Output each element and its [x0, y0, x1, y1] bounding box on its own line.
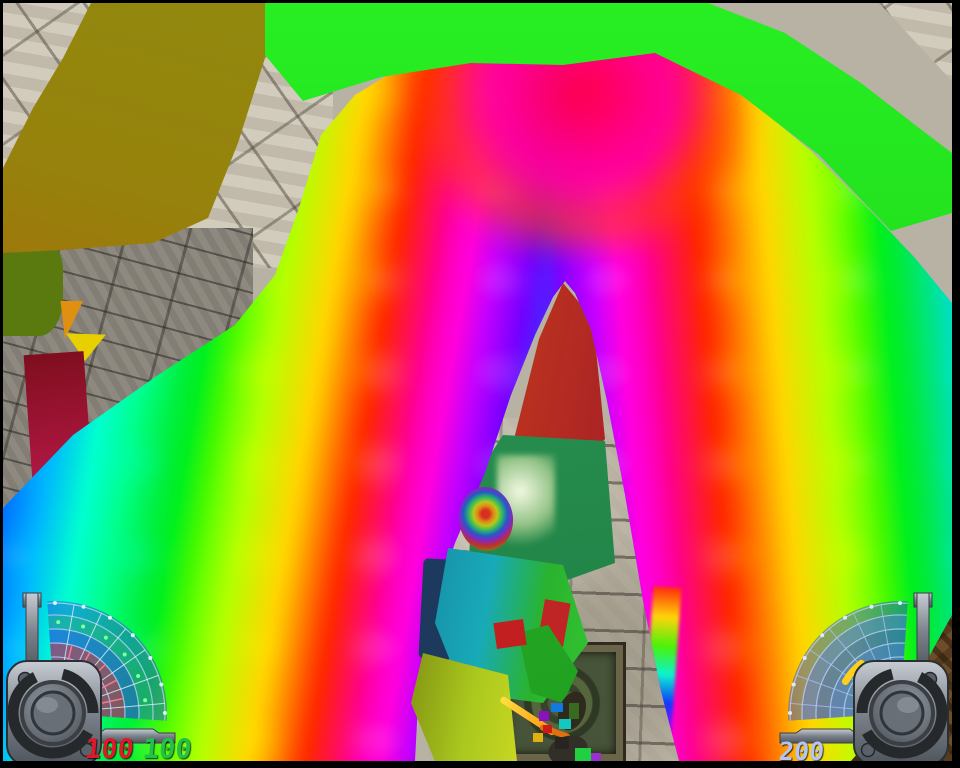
ammo-force-gauge: 200 — [762, 586, 952, 761]
game-viewport[interactable]: 100 100 — [3, 3, 952, 761]
glitch-chip — [591, 753, 601, 761]
frame-left — [0, 0, 3, 768]
armor-arc — [48, 614, 154, 720]
glitch-chip — [539, 711, 549, 721]
rim-dots — [788, 601, 902, 715]
gauge-hub-icon — [6, 660, 102, 761]
frame-bottom — [0, 761, 960, 768]
outer-arc — [801, 614, 907, 720]
olive-debris-shape — [3, 241, 63, 336]
player-glove-patch — [493, 619, 527, 649]
gauge-frame-vertical — [916, 592, 930, 672]
rim-dots — [53, 601, 167, 715]
armor-value: 100 — [141, 734, 193, 761]
glitch-chip — [555, 737, 569, 749]
frame-right — [952, 0, 960, 768]
health-value: 100 — [83, 734, 136, 761]
glitch-chip — [533, 733, 543, 742]
mid-arc — [815, 628, 906, 719]
right-gauge-readout: 200 — [777, 737, 826, 761]
ammo-value: 200 — [777, 737, 826, 761]
left-gauge-readout: 100 100 — [83, 734, 193, 761]
glitch-chip — [559, 719, 571, 729]
right-gauge-dial-icon — [779, 592, 949, 761]
left-gauge-dial-icon — [6, 592, 176, 761]
gauge-hub-icon — [853, 660, 949, 761]
health-armor-gauge: 100 100 — [3, 586, 203, 761]
ammo-needle — [841, 659, 865, 685]
armor-dots — [56, 620, 148, 703]
glitch-chip — [569, 703, 579, 719]
force-arc — [49, 628, 140, 719]
glitch-chip — [543, 725, 552, 733]
glitch-chip — [551, 703, 563, 712]
frame-top — [0, 0, 960, 3]
glitch-chip — [575, 748, 591, 761]
gauge-frame-vertical — [25, 592, 39, 672]
